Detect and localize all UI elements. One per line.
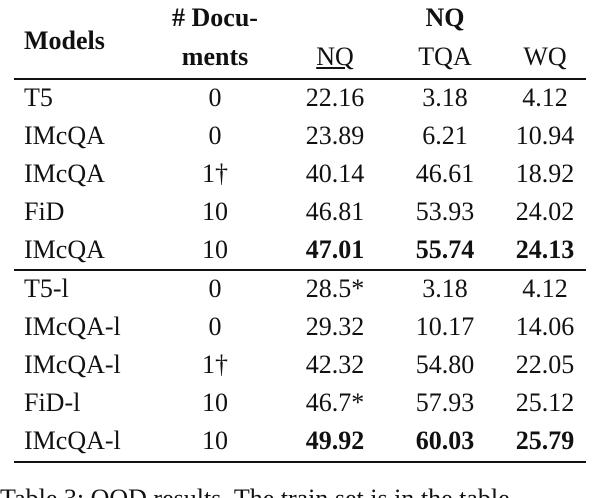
value-cell: 47.01 xyxy=(305,235,365,264)
caption: Table 3: OOD results. The train set is i… xyxy=(0,484,510,498)
value-cell: 24.02 xyxy=(515,197,575,226)
rule xyxy=(14,269,586,271)
model-cell: IMcQA xyxy=(24,159,105,188)
header-column: TQA xyxy=(418,42,472,71)
value-cell: 24.13 xyxy=(515,235,575,264)
value-cell: 4.12 xyxy=(522,274,568,303)
rule xyxy=(14,78,586,80)
value-cell: 25.79 xyxy=(515,426,575,455)
value-cell: 0 xyxy=(208,121,222,150)
value-cell: 54.80 xyxy=(415,350,475,379)
model-cell: IMcQA-l xyxy=(24,426,121,455)
value-cell: 23.89 xyxy=(305,121,365,150)
model-cell: T5 xyxy=(24,83,53,112)
model-cell: T5-l xyxy=(24,274,69,303)
value-cell: 53.93 xyxy=(415,197,475,226)
value-cell: 1† xyxy=(202,350,228,379)
value-cell: 22.16 xyxy=(305,83,365,112)
value-cell: 10 xyxy=(202,388,228,417)
value-cell: 0 xyxy=(208,83,222,112)
value-cell: 0 xyxy=(208,312,222,341)
value-cell: 49.92 xyxy=(305,426,365,455)
value-cell: 10.94 xyxy=(515,121,575,150)
value-cell: 42.32 xyxy=(305,350,365,379)
header-models: Models xyxy=(24,26,105,55)
value-cell: 46.81 xyxy=(305,197,365,226)
header-docs: ments xyxy=(181,42,249,71)
value-cell: 10 xyxy=(202,235,228,264)
value-cell: 29.32 xyxy=(305,312,365,341)
model-cell: FiD xyxy=(24,197,65,226)
value-cell: 25.12 xyxy=(515,388,575,417)
value-cell: 4.12 xyxy=(522,83,568,112)
value-cell: 1† xyxy=(202,159,228,188)
model-cell: IMcQA-l xyxy=(24,350,121,379)
value-cell: 3.18 xyxy=(422,83,468,112)
value-cell: 60.03 xyxy=(415,426,475,455)
value-cell: 3.18 xyxy=(422,274,468,303)
model-cell: FiD-l xyxy=(24,388,81,417)
rule xyxy=(14,461,586,463)
value-cell: 10 xyxy=(202,197,228,226)
header-column: NQ xyxy=(316,42,354,71)
model-cell: IMcQA-l xyxy=(24,312,121,341)
value-cell: 55.74 xyxy=(415,235,475,264)
value-cell: 28.5* xyxy=(305,274,365,303)
value-cell: 46.61 xyxy=(415,159,475,188)
value-cell: 10.17 xyxy=(415,312,475,341)
value-cell: 6.21 xyxy=(422,121,468,150)
value-cell: 46.7* xyxy=(305,388,365,417)
value-cell: 22.05 xyxy=(515,350,575,379)
header-group: NQ xyxy=(425,3,465,32)
value-cell: 10 xyxy=(202,426,228,455)
header-column: WQ xyxy=(523,42,567,71)
model-cell: IMcQA xyxy=(24,121,105,150)
value-cell: 57.93 xyxy=(415,388,475,417)
model-cell: IMcQA xyxy=(24,235,105,264)
value-cell: 18.92 xyxy=(515,159,575,188)
value-cell: 40.14 xyxy=(305,159,365,188)
value-cell: 14.06 xyxy=(515,312,575,341)
header-docs: # Docu- xyxy=(172,3,258,32)
value-cell: 0 xyxy=(208,274,222,303)
